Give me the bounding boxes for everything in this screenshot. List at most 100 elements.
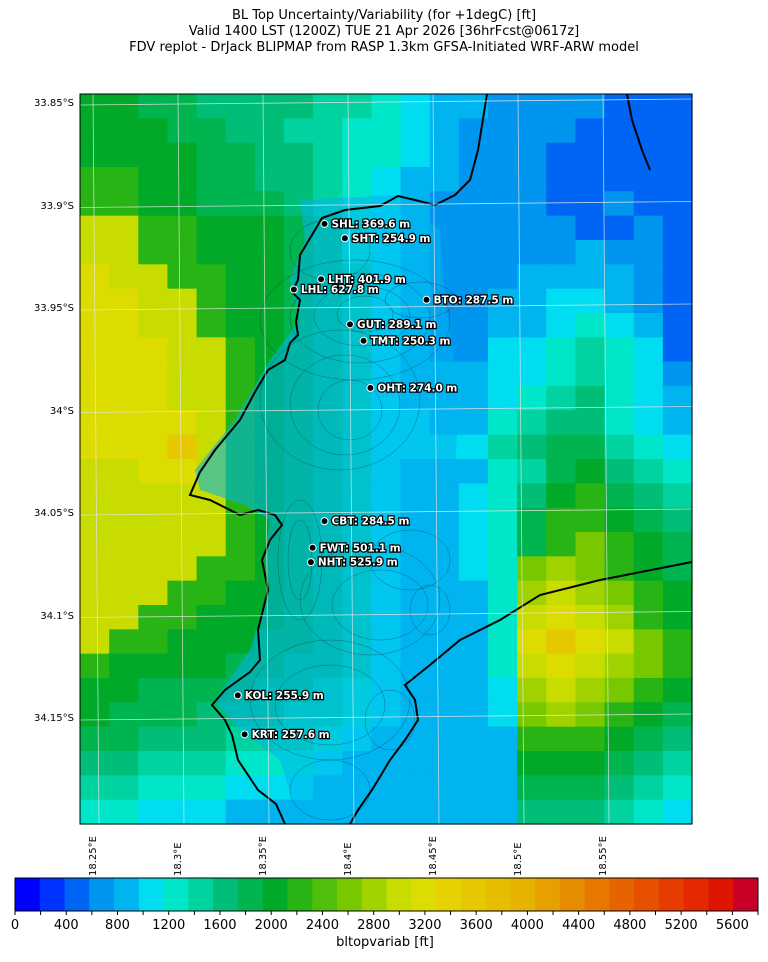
grid-cell: [167, 337, 198, 363]
grid-cell: [633, 410, 664, 436]
grid-cell: [633, 167, 664, 192]
grid-cell: [458, 775, 489, 801]
grid-cell: [546, 726, 577, 752]
grid-cell: [429, 799, 460, 825]
grid-cell: [633, 605, 664, 630]
grid-cell: [429, 118, 460, 144]
colorbar-swatch: [411, 878, 437, 911]
station-marker: GUT: 289.1 m: [346, 318, 438, 332]
grid-cell: [138, 799, 169, 825]
colorbar-swatch: [114, 878, 140, 911]
grid-cell: [662, 215, 693, 241]
grid-cell: [167, 434, 198, 460]
grid-cell: [575, 799, 606, 825]
station-marker: LHL: 627.8 m: [289, 283, 380, 297]
grid-cell: [604, 337, 635, 363]
grid-cell: [488, 726, 518, 752]
station-marker: OHT: 274.0 m: [366, 381, 459, 396]
grid-cell: [196, 629, 227, 655]
grid-cell: [604, 507, 635, 533]
grid-cell: [546, 94, 577, 119]
grid-cell: [109, 799, 139, 825]
grid-cell: [604, 629, 635, 655]
grid-cell: [458, 118, 489, 144]
grid-cell: [138, 434, 169, 460]
grid-cell: [633, 459, 664, 484]
grid-cell: [604, 483, 635, 509]
grid-cell: [254, 775, 285, 801]
station-label: KRT: 257.6 m: [252, 729, 330, 741]
title-line-2: Valid 1400 LST (1200Z) TUE 21 Apr 2026 […: [188, 24, 580, 39]
latitude-label: 33.95°S: [34, 303, 74, 314]
variability-grid: [80, 94, 693, 825]
grid-cell: [167, 775, 198, 801]
contour-line: [409, 584, 451, 636]
grid-cell: [517, 240, 547, 265]
grid-cell: [662, 702, 693, 728]
grid-cell: [633, 483, 664, 509]
station-marker: NHT: 525.9 m: [306, 555, 399, 570]
colorbar-tick-label: 4800: [613, 918, 647, 933]
grid-cell: [458, 410, 489, 436]
grid-cell: [488, 167, 518, 192]
parallel-line: [79, 406, 693, 413]
grid-cell: [196, 215, 227, 241]
grid-cell: [225, 799, 256, 825]
station-label: OHT: 274.0 m: [377, 382, 457, 394]
grid-cell: [196, 142, 227, 168]
colorbar-swatch: [683, 878, 709, 911]
grid-cell: [167, 751, 198, 776]
grid-cell: [517, 799, 547, 825]
grid-cell: [662, 726, 693, 752]
station-label: LHT: 401.9 m: [328, 274, 406, 286]
colorbar-swatch: [733, 878, 759, 911]
grid-cell: [575, 483, 606, 509]
grid-cell: [488, 799, 518, 825]
grid-cell: [488, 410, 518, 436]
grid-cell: [138, 215, 169, 241]
grid-cell: [80, 215, 110, 241]
grid-cell: [488, 702, 518, 728]
grid-cell: [225, 240, 256, 265]
meridian-line: [432, 93, 440, 825]
grid-cell: [575, 240, 606, 265]
grid-cell: [575, 167, 606, 192]
grid-cell: [109, 386, 139, 411]
grid-cell: [254, 191, 285, 217]
grid-cell: [633, 313, 664, 338]
grid-cell: [604, 167, 635, 192]
grid-cell: [575, 507, 606, 533]
grid-cell: [517, 313, 547, 338]
grid-cell: [109, 532, 139, 557]
grid-cell: [517, 459, 547, 484]
grid-cell: [633, 215, 664, 241]
grid-cell: [458, 483, 489, 509]
colorbar-swatch: [64, 878, 90, 911]
colorbar-swatch: [262, 878, 288, 911]
grid-cell: [546, 142, 577, 168]
station-label: LHL: 627.8 m: [301, 284, 379, 296]
colorbar-tick-label: 3600: [459, 918, 493, 933]
colorbar-swatch: [237, 878, 264, 911]
station-dot: [317, 275, 326, 284]
grid-cell: [604, 799, 635, 825]
grid-cell: [138, 678, 169, 703]
grid-cell: [546, 361, 577, 387]
grid-cell: [488, 459, 518, 484]
grid-cell: [109, 702, 139, 728]
grid-cell: [633, 142, 664, 168]
latitude-label: 33.9°S: [40, 200, 74, 212]
grid-cell: [633, 240, 664, 265]
grid-cell: [109, 483, 139, 509]
grid-cell: [196, 288, 227, 314]
station-dot: [289, 285, 298, 294]
grid-cell: [546, 313, 577, 338]
grid-cell: [488, 386, 518, 411]
grid-cell: [254, 94, 285, 119]
grid-cell: [488, 264, 518, 290]
contour-line: [289, 272, 431, 364]
station-label: KOL: 255.9 m: [245, 690, 324, 702]
grid-cell: [575, 94, 606, 119]
latitude-label: 34°S: [49, 405, 74, 417]
coastline-segment: [188, 93, 488, 825]
